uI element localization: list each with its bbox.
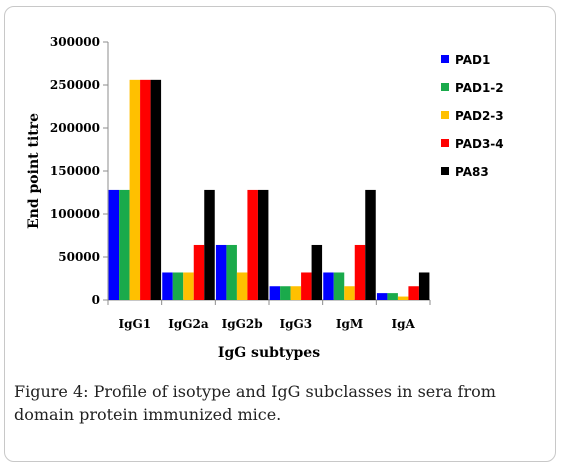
bar: [129, 79, 141, 300]
legend-label: PAD3-4: [455, 137, 504, 151]
bar: [301, 272, 312, 300]
bar: [162, 272, 173, 300]
bar: [236, 272, 248, 300]
bar: [323, 272, 334, 300]
y-tick-label: 250000: [50, 78, 100, 92]
x-tick-label: IgG2a: [168, 317, 209, 331]
legend-label: PAD1-2: [455, 81, 504, 95]
legend: PAD1 PAD1-2 PAD2-3 PAD3-4 PA83: [441, 53, 504, 179]
bar: [280, 286, 291, 300]
y-tick-label: 200000: [50, 121, 100, 135]
bar: [333, 272, 345, 300]
x-tick-label: IgG2b: [222, 317, 263, 331]
bar: [376, 293, 388, 300]
caption-text: Profile of isotype and IgG subclasses in…: [14, 382, 496, 424]
legend-swatch: [441, 111, 449, 119]
bar: [183, 272, 194, 300]
x-tick-label: IgG1: [119, 317, 152, 331]
legend-swatch: [441, 55, 449, 63]
bar: [108, 189, 120, 300]
bar: [418, 272, 430, 300]
bar: [119, 189, 130, 300]
bar: [354, 244, 366, 300]
bar: [344, 286, 355, 300]
bar: [408, 286, 419, 300]
bar: [193, 244, 205, 300]
x-axis: IgG1 IgG2a IgG2b IgG3 IgM IgA: [107, 299, 431, 331]
y-axis-title: End point titre: [26, 113, 42, 229]
bar-chart: 0 50000 100000 150000 200000 250000 300000 IgG…: [26, 35, 504, 361]
legend-label: PAD2-3: [455, 109, 504, 123]
bar: [257, 189, 269, 300]
bar: [215, 244, 227, 300]
bar: [397, 296, 409, 300]
bar: [226, 244, 237, 300]
bar: [365, 189, 376, 300]
x-axis-title: IgG subtypes: [218, 345, 320, 361]
bar: [290, 286, 302, 300]
bar: [387, 293, 398, 300]
y-tick-label: 0: [92, 293, 100, 307]
legend-swatch: [441, 83, 449, 91]
bar: [204, 189, 215, 300]
bar: [172, 272, 184, 300]
legend-label: PAD1: [455, 53, 490, 67]
bar: [311, 244, 323, 300]
bar: [150, 79, 162, 300]
figure-frame: [4, 6, 556, 462]
bars: [108, 79, 430, 300]
legend-swatch: [441, 167, 449, 175]
x-tick-label: IgG3: [280, 317, 313, 331]
bar: [140, 79, 151, 300]
figure-caption: Figure 4: Profile of isotype and IgG sub…: [14, 380, 550, 426]
caption-label: Figure 4:: [14, 382, 89, 401]
bar: [269, 286, 281, 300]
y-tick-label: 150000: [50, 164, 100, 178]
x-tick-label: IgM: [336, 317, 363, 331]
y-tick-label: 100000: [50, 207, 100, 221]
bar: [247, 189, 258, 300]
y-tick-label: 50000: [58, 250, 100, 264]
legend-label: PA83: [455, 165, 489, 179]
y-tick-label: 300000: [50, 35, 100, 49]
legend-swatch: [441, 139, 449, 147]
x-tick-label: IgA: [392, 317, 416, 331]
y-axis: 0 50000 100000 150000 200000 250000 300000: [50, 35, 109, 307]
